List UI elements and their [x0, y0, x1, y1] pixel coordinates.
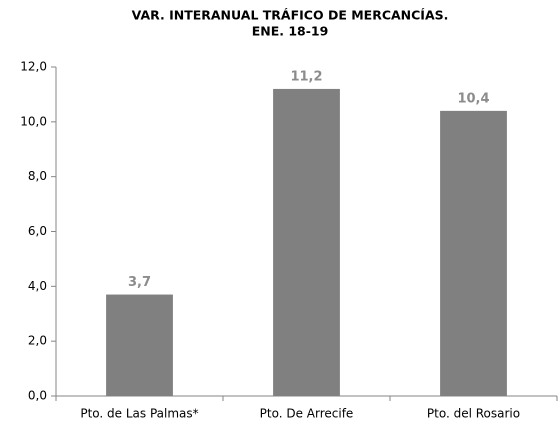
- y-tick-label: 4,0: [28, 279, 47, 293]
- x-tick-label: Pto. De Arrecife: [260, 407, 354, 421]
- chart-title: VAR. INTERANUAL TRÁFICO DE MERCANCÍAS.: [132, 8, 449, 23]
- value-label: 3,7: [128, 275, 151, 290]
- y-tick-label: 10,0: [20, 114, 47, 128]
- y-tick-label: 12,0: [20, 60, 47, 74]
- x-tick-label: Pto. de Las Palmas*: [80, 407, 198, 421]
- bar: [273, 88, 340, 396]
- value-label: 11,2: [290, 69, 322, 84]
- y-tick-label: 0,0: [28, 389, 47, 403]
- y-tick-label: 6,0: [28, 224, 47, 238]
- bar: [440, 110, 507, 396]
- x-tick-label: Pto. del Rosario: [427, 407, 520, 421]
- y-tick-label: 2,0: [28, 334, 47, 348]
- chart-subtitle: ENE. 18-19: [252, 24, 329, 39]
- y-tick-label: 8,0: [28, 169, 47, 183]
- bar: [106, 294, 173, 396]
- value-label: 10,4: [457, 91, 489, 106]
